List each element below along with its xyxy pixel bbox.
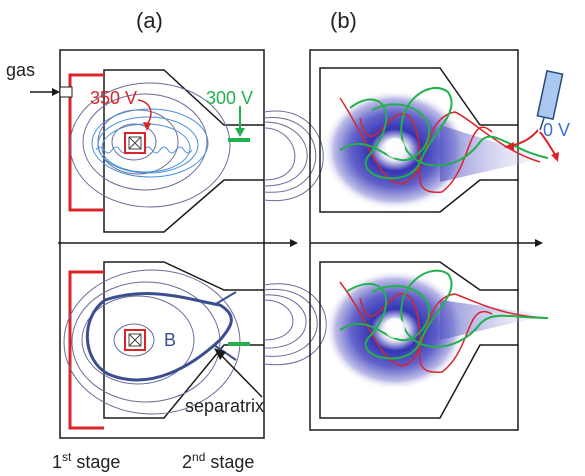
voltage-0-label: 0 V bbox=[543, 120, 570, 140]
electron-trajectory-top bbox=[339, 86, 549, 180]
coil-box-bottom bbox=[124, 329, 146, 351]
coil-box-top bbox=[124, 132, 146, 154]
voltage-300-label: 300 V bbox=[206, 88, 253, 108]
lower-axis bbox=[310, 239, 543, 247]
panel-b-label: (b) bbox=[330, 8, 357, 33]
panel-a-label: (a) bbox=[136, 8, 163, 33]
gas-label: gas bbox=[6, 60, 35, 80]
flux-lines-top bbox=[69, 82, 324, 208]
separatrix-label: separatrix bbox=[185, 396, 264, 416]
probe-icon bbox=[504, 69, 564, 162]
upper-axis bbox=[58, 239, 298, 247]
svg-text:1st stage: 1st stage bbox=[52, 450, 120, 472]
electron-trajectory-bottom bbox=[339, 269, 549, 360]
thruster-b-top bbox=[309, 49, 564, 243]
stage2-label: 2nd stage bbox=[182, 450, 254, 472]
thruster-a-bottom bbox=[59, 243, 327, 439]
voltage-350-label: 350 V bbox=[90, 88, 137, 108]
thruster-a-top bbox=[30, 49, 324, 243]
svg-text:2nd stage: 2nd stage bbox=[182, 450, 254, 472]
magnetic-field-label: B bbox=[164, 330, 176, 350]
stage1-label: 1st stage bbox=[52, 450, 120, 472]
separatrix-curve bbox=[85, 292, 233, 382]
thruster-b-bottom bbox=[309, 243, 549, 431]
